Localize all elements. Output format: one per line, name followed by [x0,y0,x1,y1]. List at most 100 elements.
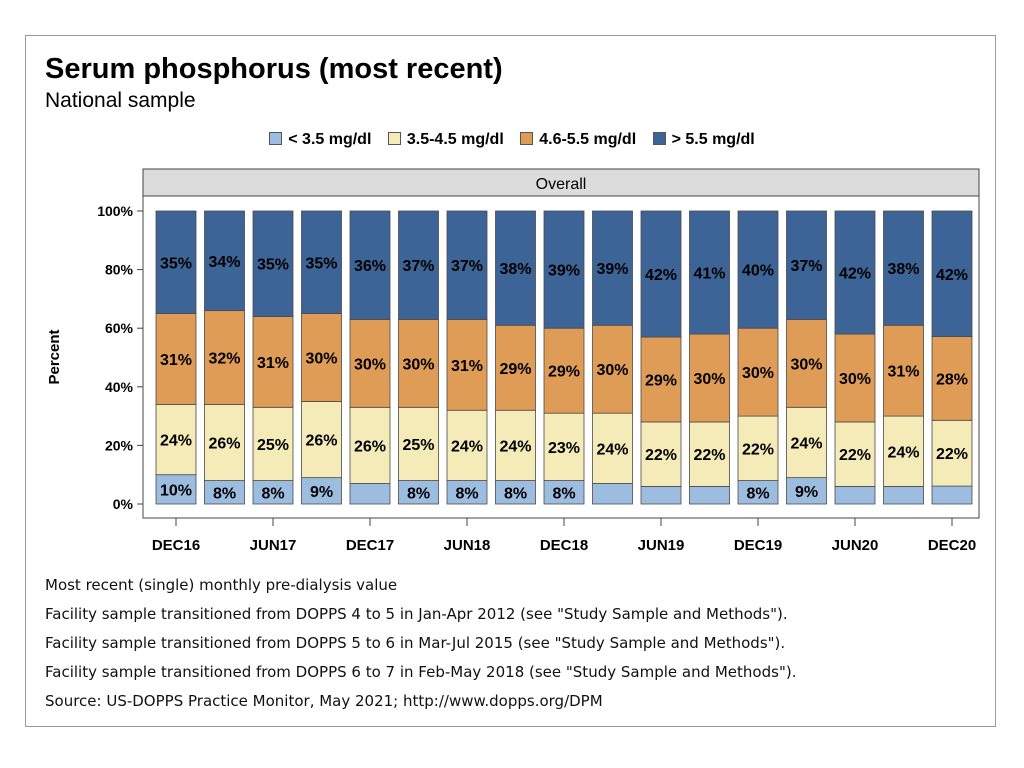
bar-segment [883,486,924,505]
data-label: 22% [936,446,968,463]
data-label: 38% [499,261,531,278]
bar-segment [252,210,294,317]
footnote-3: Facility sample transitioned from DOPPS … [45,634,786,652]
data-label: 31% [451,358,483,375]
bar-segment [349,406,391,484]
bar-segment [155,313,197,405]
bar-segment [495,210,536,326]
data-label: 30% [305,351,337,368]
bar-segment [883,415,924,487]
data-label: 28% [936,371,968,388]
data-label: 31% [160,352,192,369]
x-tick-label: DEC16 [152,537,200,554]
legend-swatch-35-45 [387,132,401,145]
data-label: 22% [693,447,725,464]
y-tick-label: 20% [105,437,134,453]
data-label: 42% [645,267,677,284]
data-label: 29% [499,361,531,378]
bar-segment [689,421,730,487]
data-label: 24% [596,441,628,458]
bar-segment [931,485,973,505]
data-label: 8% [746,485,769,502]
bar-segment [737,210,779,329]
data-label: 8% [213,485,236,502]
data-label: 40% [742,263,774,280]
y-tick-label: 60% [105,320,134,336]
bar-segment [883,210,924,326]
bar-segment [204,310,245,405]
bar-segment [786,210,827,320]
y-tick-label: 80% [105,262,134,278]
data-label: 8% [552,485,575,502]
data-label: 39% [548,263,580,280]
data-label: 30% [790,356,822,373]
chart-frame [25,35,996,727]
data-label: 30% [839,371,871,388]
bar-segment [786,477,827,505]
bar-segment [155,403,197,476]
bar-segment [301,210,342,314]
footnote-1: Most recent (single) monthly pre-dialysi… [45,576,398,594]
data-label: 8% [504,485,527,502]
data-label: 9% [310,484,333,501]
footnotes: Most recent (single) monthly pre-dialysi… [45,575,796,720]
data-label: 31% [887,364,919,381]
data-label: 37% [451,258,483,275]
bar-segment [931,336,973,421]
bar-segment [689,333,730,423]
legend-swatch-46-55 [520,132,534,145]
data-label: 25% [402,437,434,454]
bar-segment [834,486,876,505]
data-label: 34% [208,254,240,271]
bar-segment [446,409,488,481]
data-label: 29% [645,372,677,389]
bar-segment [495,324,536,411]
data-label: 30% [354,356,386,373]
chart-subtitle: National sample [45,89,196,112]
footnote-2: Facility sample transitioned from DOPPS … [45,605,788,623]
legend-swatch-lt35 [269,132,283,145]
bar-segment [640,336,682,423]
bar-segment [689,210,730,335]
data-label: 26% [354,438,386,455]
x-tick-label: JUN17 [250,537,297,554]
x-tick-label: JUN19 [638,537,685,554]
data-label: 24% [790,435,822,452]
data-label: 37% [790,258,822,275]
bar-segment [834,210,876,335]
y-tick-label: 40% [105,379,134,395]
bar-segment [155,474,197,505]
data-label: 35% [305,255,337,272]
bar-segment [883,324,924,417]
legend-item-46-55: 4.6-5.5 mg/dl [520,131,636,149]
data-label: 8% [261,485,284,502]
bar-segment [640,210,682,338]
bar-labels-group: 10% 24% 31% 35% 8% 26% 32% 34% 8% 25% 31% 35% 9% 26% 3… [160,254,968,502]
data-label: 24% [160,433,192,450]
bar-segment [592,210,633,326]
x-axis: DEC16 JUN17 DEC17 JUN18 DEC18 JUN19 DEC19 JUN20… [143,517,979,554]
data-label: 36% [354,258,386,275]
data-label: 35% [160,255,192,272]
bar-segment [349,319,391,408]
data-label: 32% [208,351,240,368]
legend: < 3.5 mg/dl 3.5-4.5 mg/dl 4.6-5.5 mg/dl … [0,131,1024,149]
legend-label-gt55: > 5.5 mg/dl [671,131,755,148]
bar-segment [398,210,439,320]
data-label: 30% [742,365,774,382]
data-label: 31% [257,355,289,372]
bar-segment [252,406,294,481]
data-label: 23% [548,440,580,457]
bar-segment [252,316,294,408]
bar-segment [349,483,391,505]
data-label: 35% [257,257,289,274]
data-label: 41% [693,266,725,283]
bar-segment [786,406,827,479]
footnote-4: Facility sample transitioned from DOPPS … [45,663,797,681]
y-tick-label: 0% [113,496,134,512]
bar-segment [737,327,779,417]
data-label: 10% [160,482,192,499]
legend-item-35-45: 3.5-4.5 mg/dl [387,131,504,149]
bar-segment [155,210,197,314]
data-label: 42% [936,267,968,284]
